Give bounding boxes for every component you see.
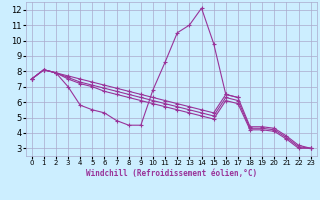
X-axis label: Windchill (Refroidissement éolien,°C): Windchill (Refroidissement éolien,°C) bbox=[86, 169, 257, 178]
